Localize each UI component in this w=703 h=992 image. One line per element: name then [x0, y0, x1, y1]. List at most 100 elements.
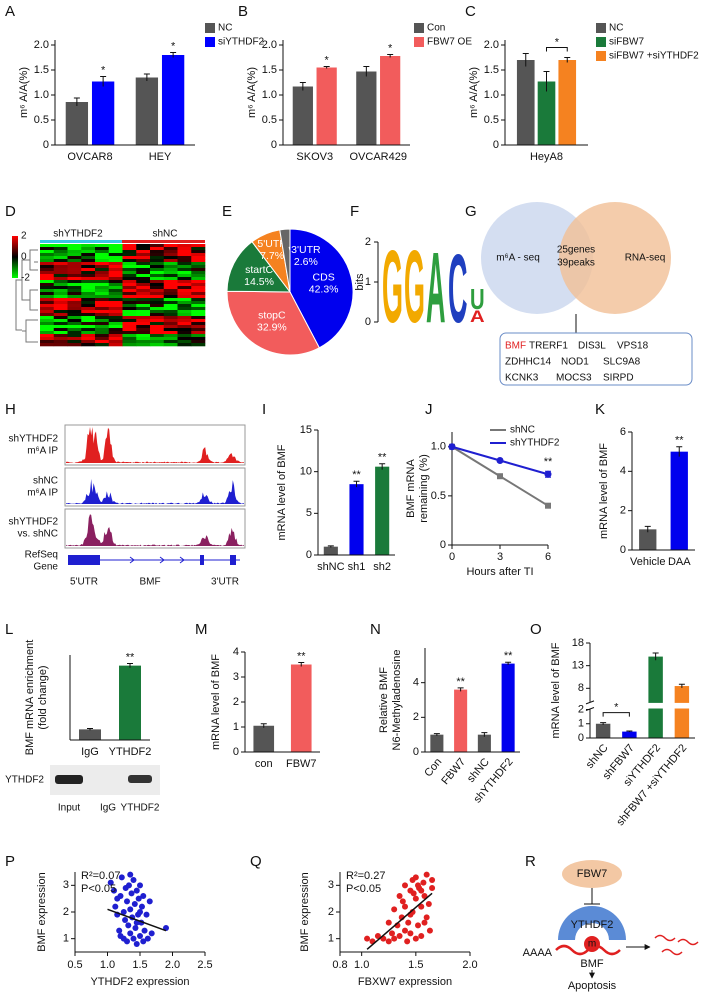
heatmap-cell [122, 253, 137, 257]
y-tick-label: 1 [233, 721, 239, 733]
heatmap-cell [67, 301, 82, 305]
heatmap-cell [67, 289, 82, 293]
heatmap-cell [40, 343, 55, 347]
legend-swatch [414, 23, 424, 33]
bar [477, 734, 491, 752]
x-tick-label: 2.5 [197, 959, 212, 971]
heatmap-cell [81, 274, 96, 278]
motif-letter: G [382, 229, 403, 344]
heatmap-cell [177, 295, 192, 299]
blot-label: YTHDF2 [5, 775, 44, 786]
heatmap-cell [40, 340, 55, 344]
heatmap-cell [150, 331, 165, 335]
y-tick-label: 0 [306, 549, 312, 561]
heatmap-cell [40, 310, 55, 314]
point [420, 879, 427, 886]
slice-value: 42.3% [309, 283, 339, 295]
y-axis-label: mRNA level of BMF [598, 443, 610, 539]
x-tick-label: IgG [81, 746, 99, 758]
legend-label: Con [427, 23, 445, 34]
point [135, 895, 142, 902]
heatmap-cell [53, 262, 68, 266]
heatmap-cell [67, 259, 82, 263]
heatmap-cell [122, 337, 137, 341]
node [562, 860, 622, 888]
y-axis-label: BMF mRNA enrichment [24, 640, 36, 756]
heatmap-cell [191, 331, 206, 335]
node-label: BMF [580, 958, 604, 970]
legend-swatch [205, 37, 215, 47]
heatmap-cell [40, 274, 55, 278]
heatmap-cell [108, 328, 123, 332]
dendrogram [15, 249, 38, 343]
error-bar [522, 53, 529, 67]
heatmap-cell [163, 244, 178, 248]
heatmap-cell [95, 310, 110, 314]
x-tick-label: 1.5 [132, 959, 147, 971]
panel-label: G [465, 203, 477, 220]
heatmap-cell [163, 331, 178, 335]
heatmap-cell [163, 283, 178, 287]
heatmap-cell [108, 280, 123, 284]
heatmap-cell [136, 268, 151, 272]
heatmap-cell [177, 319, 192, 323]
heatmap-cell [40, 244, 55, 248]
y-tick-label: 6 [620, 426, 626, 438]
point [128, 890, 135, 897]
significance: * [388, 42, 393, 54]
heatmap-cell [163, 256, 178, 260]
heatmap-cell [67, 262, 82, 266]
heatmap-cell [40, 271, 55, 275]
y-tick-label: 2 [328, 906, 334, 918]
heatmap-cell [53, 289, 68, 293]
panel-label: K [595, 401, 605, 418]
slice-label: startC [245, 264, 273, 276]
bar [430, 734, 444, 752]
heatmap-cell [81, 250, 96, 254]
heatmap-cell [81, 280, 96, 284]
heatmap-cell [53, 244, 68, 248]
heatmap-cell [108, 340, 123, 344]
overlap-label: 25genes [557, 245, 595, 256]
heatmap-cell [150, 304, 165, 308]
heatmap-cell [150, 280, 165, 284]
heatmap-cell [150, 316, 165, 320]
x-tick-label: YTHDF2 [109, 746, 152, 758]
heatmap-cell [40, 331, 55, 335]
heatmap-cell [177, 325, 192, 329]
y-tick-label: 0.5 [262, 114, 277, 126]
heatmap-cell [95, 334, 110, 338]
heatmap-cell [191, 304, 206, 308]
bar [323, 546, 338, 555]
y-tick-label: 0 [493, 139, 499, 151]
heatmap-cell [122, 268, 137, 272]
heatmap-cell [67, 325, 82, 329]
error-bar [644, 525, 651, 533]
heatmap-cell [163, 286, 178, 290]
heatmap-cell [163, 250, 178, 254]
heatmap-cell [150, 295, 165, 299]
node-label: YTHDF2 [571, 919, 614, 931]
heatmap-cell [81, 256, 96, 260]
heatmap-cell [67, 310, 82, 314]
exon [68, 555, 100, 565]
annotation: P<0.05 [81, 883, 116, 895]
heatmap-cell [136, 340, 151, 344]
heatmap-cell [177, 316, 192, 320]
marker [544, 470, 552, 478]
heatmap-cell [81, 337, 96, 341]
heatmap-cell [122, 295, 137, 299]
heatmap-cell [53, 268, 68, 272]
heatmap-cell [81, 253, 96, 257]
y-tick-label: 0 [43, 139, 49, 151]
heatmap-cell [136, 277, 151, 281]
point [143, 911, 150, 918]
y-tick-label: 0.5 [34, 114, 49, 126]
heatmap-cell [122, 274, 137, 278]
motif-letter: A [470, 307, 485, 326]
heatmap-cell [177, 280, 192, 284]
point [412, 874, 419, 881]
heatmap-cell [122, 256, 137, 260]
bar [79, 729, 101, 740]
heatmap-cell [177, 322, 192, 326]
